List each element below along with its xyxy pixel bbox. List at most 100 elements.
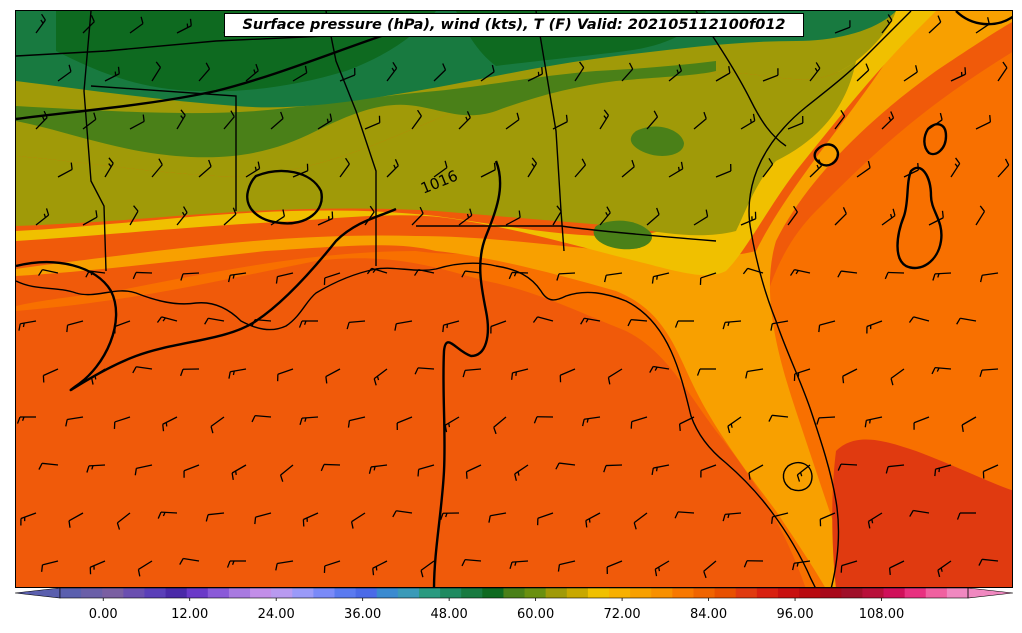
wind-barb <box>204 317 225 325</box>
colorbar-cell <box>207 588 230 598</box>
colorbar-cell <box>102 588 124 598</box>
colorbar-cell <box>904 588 927 598</box>
wind-barb <box>890 368 905 386</box>
wind-barb <box>129 114 145 130</box>
wind-barb <box>85 270 106 278</box>
wind-barb <box>834 109 846 130</box>
wind-barb <box>603 464 623 473</box>
wind-barb <box>129 205 139 226</box>
temp-zone-pocket <box>593 220 652 250</box>
wind-barb <box>961 416 977 433</box>
wind-barb <box>132 366 153 374</box>
colorbar-cell <box>123 588 146 598</box>
wind-barb <box>461 558 482 567</box>
wind-barb <box>748 464 764 480</box>
wind-barb <box>414 269 435 276</box>
wind-barb <box>57 64 72 82</box>
colorbar-cell <box>292 588 314 598</box>
wind-barb <box>727 416 742 434</box>
wind-barb <box>299 416 319 426</box>
wind-barb <box>903 65 918 82</box>
colorbar-cell <box>313 588 336 598</box>
wind-barb <box>320 463 341 472</box>
wind-barb <box>205 512 225 522</box>
map-title: Surface pressure (hPa), wind (kts), T (F… <box>224 13 804 37</box>
wind-barb <box>157 511 178 519</box>
colorbar-cell <box>503 588 526 598</box>
wind-barb <box>298 320 318 328</box>
colorbar-cell <box>355 588 378 598</box>
wind-barb <box>997 158 1010 178</box>
wind-barb <box>651 464 670 476</box>
wind-barb <box>856 63 870 82</box>
wind-barb <box>668 64 683 82</box>
colorbar-cells <box>15 588 1013 601</box>
wind-barb <box>490 320 507 334</box>
colorbar-tick-label: 72.00 <box>603 607 641 622</box>
wind-barb <box>132 271 153 280</box>
colorbar-cell <box>334 588 357 598</box>
wind-barb <box>317 211 334 226</box>
wind-barb <box>18 320 37 331</box>
wind-barb <box>508 271 529 280</box>
wind-barb <box>978 558 999 566</box>
wind-barb <box>183 464 200 478</box>
wind-barb <box>392 510 413 518</box>
wind-barb <box>975 205 986 226</box>
wind-barb <box>527 66 544 82</box>
wind-barb <box>325 368 341 384</box>
wind-barb <box>180 272 200 281</box>
wind-barb <box>444 416 460 433</box>
state-border-ar-la <box>90 85 237 211</box>
wind-barb <box>932 272 952 281</box>
wind-barb <box>227 272 247 283</box>
wind-barb <box>339 67 356 82</box>
colorbar-cell <box>799 588 821 598</box>
wind-barb <box>433 63 447 82</box>
wind-barb <box>678 416 695 432</box>
wind-barb <box>411 109 422 130</box>
colorbar-cell <box>925 588 948 598</box>
wind-barb <box>867 512 883 529</box>
wind-barb <box>35 208 50 226</box>
temp-zone-coast <box>16 11 1012 587</box>
colorbar-cell <box>524 588 547 598</box>
wind-barb <box>884 271 905 280</box>
wind-barb <box>116 512 131 530</box>
wind-barb <box>740 113 756 130</box>
isobar-line-4 <box>432 160 502 587</box>
isobar-line-5 <box>813 143 840 167</box>
colorbar-tick-label: 0.00 <box>88 607 118 622</box>
wind-barb <box>57 162 73 178</box>
wind-barb <box>630 416 648 429</box>
wind-barb <box>997 61 1008 82</box>
wind-barb <box>975 17 990 34</box>
wind-barb <box>842 368 858 384</box>
wind-barb <box>840 560 858 573</box>
wind-barb <box>440 512 460 521</box>
wind-barb <box>574 61 585 82</box>
wind-barb <box>552 205 562 226</box>
wind-barb <box>480 162 496 178</box>
colorbar-cell <box>271 588 293 598</box>
wind-barb <box>888 560 905 576</box>
wind-barb <box>581 416 601 427</box>
wind-barb <box>198 159 212 178</box>
wind-barb <box>866 320 883 334</box>
colorbar-cell <box>144 588 167 598</box>
wind-barb <box>270 111 284 130</box>
wind-barb <box>674 320 694 328</box>
wind-barb <box>505 210 521 226</box>
wind-barb <box>302 512 319 527</box>
wind-barb <box>251 318 272 327</box>
isobars <box>16 11 1012 587</box>
wind-barb <box>654 560 670 577</box>
temp-zone-inland-2 <box>16 61 856 236</box>
state-border-al-ga <box>535 11 565 252</box>
atlantic-coastline <box>748 11 912 587</box>
isobar-line-6 <box>923 123 948 156</box>
wind-barb <box>796 464 811 482</box>
wind-barb <box>556 272 576 281</box>
colorbar-tick-label: 84.00 <box>689 607 728 622</box>
wind-barb <box>277 368 294 382</box>
